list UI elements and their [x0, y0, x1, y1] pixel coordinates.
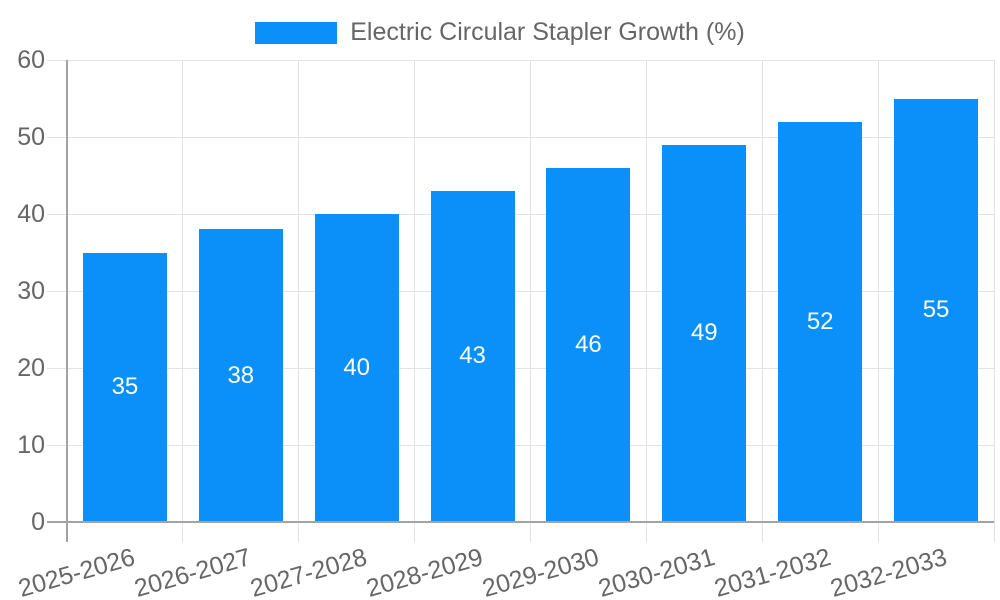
y-axis-line [66, 60, 68, 542]
y-axis-tick-label: 50 [17, 123, 45, 151]
x-axis-tick-label: 2030-2031 [595, 543, 718, 600]
y-axis-tick-label: 10 [17, 431, 45, 459]
y-axis-tick-label: 30 [17, 277, 45, 305]
bar[interactable]: 52 [778, 121, 863, 522]
gridline-vertical [182, 60, 184, 542]
bar[interactable]: 38 [198, 229, 283, 522]
bar[interactable]: 40 [314, 214, 399, 522]
bar-value-label: 49 [690, 319, 718, 347]
gridline-horizontal [47, 444, 994, 446]
gridline-vertical [298, 60, 300, 542]
gridline-vertical [645, 60, 647, 542]
bar-value-label: 43 [459, 342, 486, 370]
x-axis-tick-label: 2025-2026 [15, 543, 139, 600]
bar[interactable]: 43 [430, 190, 515, 522]
bar-value-label: 55 [922, 296, 950, 324]
y-axis-tick-label: 40 [17, 200, 45, 228]
bar-value-label: 40 [343, 354, 371, 381]
x-axis-line [47, 521, 994, 523]
gridline-horizontal [47, 59, 994, 61]
gridline-horizontal [47, 213, 994, 215]
gridline-horizontal [47, 367, 994, 369]
bar[interactable]: 35 [82, 252, 167, 522]
gridline-vertical [993, 60, 995, 542]
gridline-vertical [877, 60, 879, 542]
gridline-vertical [530, 60, 531, 542]
gridline-vertical [761, 60, 763, 542]
x-axis-tick-label: 2026-2027 [131, 543, 255, 600]
x-axis-tick-label: 2027-2028 [247, 543, 371, 600]
gridline-horizontal [47, 136, 994, 138]
bar[interactable]: 55 [894, 98, 979, 522]
x-axis-tick-label: 2031-2032 [710, 543, 834, 600]
bar[interactable]: 49 [662, 144, 747, 522]
bar-value-label: 38 [227, 361, 255, 389]
x-axis-tick-label: 2029-2030 [479, 543, 602, 600]
gridline-vertical [414, 60, 416, 542]
bar-value-label: 52 [806, 307, 834, 335]
legend-item[interactable]: Electric Circular Stapler Growth (%) [0, 19, 1000, 46]
bar-value-label: 35 [111, 373, 139, 401]
legend-swatch [255, 21, 338, 44]
bar[interactable]: 46 [546, 167, 631, 522]
x-axis-tick-label: 2028-2029 [363, 543, 487, 600]
x-axis-tick-label: 2032-2033 [826, 543, 950, 600]
legend-label: Electric Circular Stapler Growth (%) [350, 18, 745, 46]
bar-value-label: 46 [575, 330, 602, 358]
y-axis-tick-label: 20 [17, 354, 45, 382]
y-axis-tick-label: 0 [31, 508, 45, 536]
y-axis-tick-label: 60 [17, 46, 45, 74]
gridline-horizontal [47, 290, 994, 292]
